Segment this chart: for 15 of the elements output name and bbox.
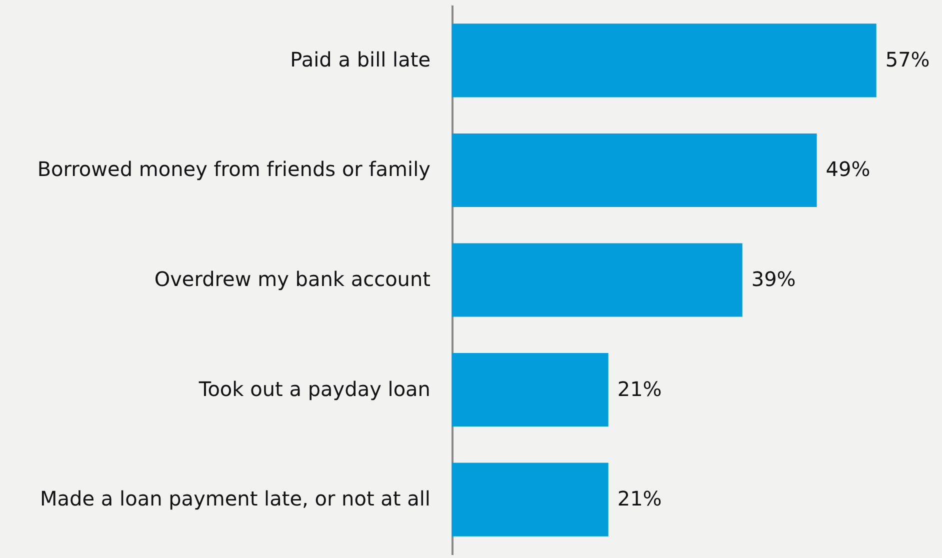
y-tick-label: Made a loan payment late, or not at all [40, 486, 430, 511]
data-label: 21% [617, 376, 662, 401]
data-label: 49% [826, 157, 870, 182]
y-tick-label: Borrowed money from friends or family [37, 157, 431, 182]
data-label: 39% [751, 267, 796, 291]
data-label: 21% [617, 486, 662, 511]
bar [452, 462, 608, 536]
y-tick-label: Overdrew my bank account [154, 267, 431, 291]
y-tick-label: Took out a payday loan [198, 376, 430, 401]
bar [452, 24, 876, 98]
bar [452, 353, 608, 427]
bar [452, 243, 742, 317]
y-tick-label: Paid a bill late [290, 47, 430, 72]
bar [452, 133, 817, 207]
data-label: 57% [885, 47, 930, 72]
